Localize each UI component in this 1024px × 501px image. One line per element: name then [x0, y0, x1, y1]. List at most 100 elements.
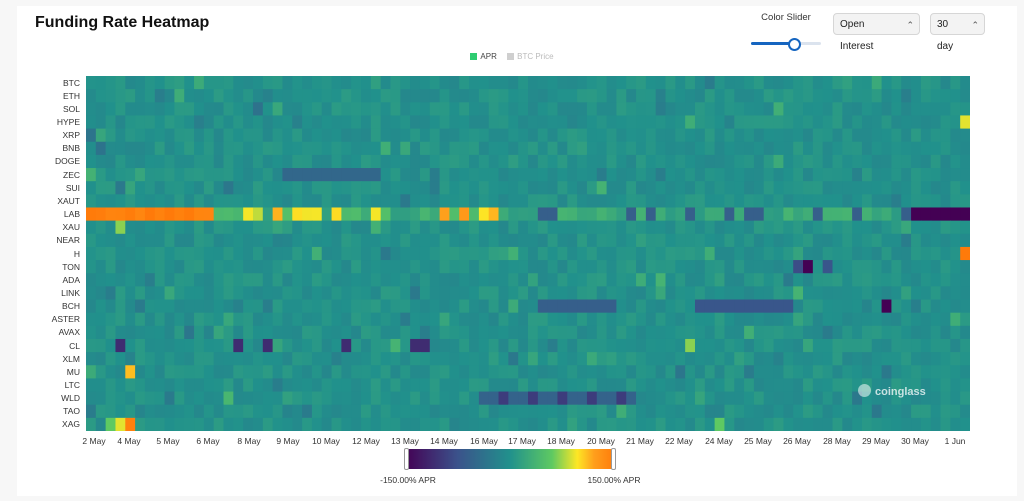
heatmap-cell-xau-71[interactable] — [783, 220, 794, 235]
heatmap-cell-bch-22[interactable] — [302, 299, 313, 314]
heatmap-cell-cl-15[interactable] — [233, 338, 244, 353]
heatmap-cell-bnb-10[interactable] — [184, 141, 195, 156]
heatmap-cell-xaut-22[interactable] — [302, 194, 313, 209]
heatmap-cell-h-34[interactable] — [419, 246, 431, 261]
heatmap-cell-sui-88[interactable] — [950, 181, 961, 195]
heatmap-cell-ton-63[interactable] — [704, 260, 716, 274]
heatmap-cell-ltc-27[interactable] — [351, 378, 362, 393]
heatmap-cell-btc-22[interactable] — [302, 76, 313, 90]
heatmap-cell-bch-80[interactable] — [871, 299, 883, 314]
heatmap-cell-xrp-41[interactable] — [488, 128, 500, 143]
heatmap-cell-zec-74[interactable] — [812, 168, 824, 182]
heatmap-cell-tao-31[interactable] — [390, 404, 401, 419]
heatmap-cell-h-30[interactable] — [380, 246, 392, 261]
heatmap-cell-wld-18[interactable] — [262, 391, 274, 406]
heatmap-cell-cl-28[interactable] — [361, 338, 372, 353]
heatmap-cell-eth-87[interactable] — [940, 89, 951, 103]
heatmap-cell-btc-83[interactable] — [901, 76, 912, 90]
heatmap-cell-aster-57[interactable] — [645, 312, 657, 327]
heatmap-cell-near-87[interactable] — [940, 233, 951, 248]
heatmap-cell-eth-49[interactable] — [567, 89, 578, 103]
heatmap-cell-doge-75[interactable] — [822, 154, 834, 169]
heatmap-cell-tao-66[interactable] — [734, 404, 745, 419]
heatmap-cell-bch-59[interactable] — [665, 299, 676, 314]
heatmap-cell-xag-2[interactable] — [105, 417, 117, 431]
heatmap-cell-doge-62[interactable] — [694, 154, 706, 169]
heatmap-cell-aster-37[interactable] — [449, 312, 460, 327]
heatmap-cell-ton-20[interactable] — [282, 260, 293, 274]
heatmap-cell-xau-12[interactable] — [203, 220, 215, 235]
heatmap-cell-ton-55[interactable] — [626, 260, 637, 274]
heatmap-cell-bnb-85[interactable] — [920, 141, 932, 156]
heatmap-cell-xrp-66[interactable] — [734, 128, 745, 143]
heatmap-cell-sol-47[interactable] — [547, 102, 559, 117]
heatmap-cell-h-32[interactable] — [400, 246, 411, 261]
heatmap-cell-mu-79[interactable] — [861, 365, 873, 380]
heatmap-cell-aster-58[interactable] — [655, 312, 667, 327]
heatmap-cell-aster-11[interactable] — [194, 312, 205, 327]
heatmap-cell-btc-45[interactable] — [528, 76, 539, 90]
heatmap-cell-avax-44[interactable] — [518, 325, 529, 340]
heatmap-cell-ton-88[interactable] — [950, 260, 961, 274]
heatmap-cell-ltc-89[interactable] — [960, 378, 970, 393]
heatmap-cell-cl-31[interactable] — [390, 338, 401, 353]
heatmap-cell-zec-24[interactable] — [321, 168, 333, 182]
heatmap-cell-bch-10[interactable] — [184, 299, 195, 314]
heatmap-cell-mu-13[interactable] — [213, 365, 225, 380]
heatmap-cell-eth-12[interactable] — [203, 89, 215, 103]
heatmap-cell-aster-40[interactable] — [478, 312, 490, 327]
heatmap-cell-btc-1[interactable] — [95, 76, 107, 90]
heatmap-cell-lab-24[interactable] — [321, 207, 333, 222]
heatmap-cell-lab-33[interactable] — [410, 207, 421, 222]
heatmap-cell-link-69[interactable] — [763, 286, 775, 301]
heatmap-cell-btc-65[interactable] — [724, 76, 735, 90]
heatmap-cell-bch-66[interactable] — [734, 299, 745, 314]
heatmap-cell-xrp-83[interactable] — [901, 128, 912, 143]
heatmap-cell-xrp-13[interactable] — [213, 128, 225, 143]
heatmap-cell-link-66[interactable] — [734, 286, 745, 301]
heatmap-cell-ltc-50[interactable] — [577, 378, 588, 393]
heatmap-cell-xag-13[interactable] — [213, 417, 225, 431]
heatmap-cell-aster-64[interactable] — [714, 312, 726, 327]
heatmap-cell-lab-75[interactable] — [822, 207, 834, 222]
heatmap-cell-tao-40[interactable] — [478, 404, 490, 419]
heatmap-cell-bnb-79[interactable] — [861, 141, 873, 156]
heatmap-cell-zec-84[interactable] — [911, 168, 922, 182]
heatmap-cell-xrp-29[interactable] — [370, 128, 382, 143]
heatmap-cell-bnb-29[interactable] — [370, 141, 382, 156]
heatmap-cell-hype-59[interactable] — [665, 115, 676, 130]
heatmap-cell-doge-81[interactable] — [881, 154, 893, 169]
heatmap-cell-link-30[interactable] — [380, 286, 392, 301]
heatmap-cell-sui-1[interactable] — [95, 181, 107, 195]
heatmap-cell-eth-64[interactable] — [714, 89, 726, 103]
heatmap-cell-xau-21[interactable] — [292, 220, 303, 235]
heatmap-cell-xlm-0[interactable] — [86, 352, 97, 366]
heatmap-cell-hype-18[interactable] — [262, 115, 274, 130]
heatmap-cell-xau-65[interactable] — [724, 220, 735, 235]
heatmap-cell-xlm-47[interactable] — [547, 352, 559, 366]
heatmap-cell-mu-23[interactable] — [311, 365, 323, 380]
heatmap-cell-zec-8[interactable] — [164, 168, 175, 182]
heatmap-cell-zec-35[interactable] — [429, 168, 441, 182]
heatmap-cell-ton-52[interactable] — [596, 260, 608, 274]
heatmap-cell-cl-33[interactable] — [410, 338, 421, 353]
heatmap-cell-hype-88[interactable] — [950, 115, 961, 130]
heatmap-cell-btc-26[interactable] — [341, 76, 352, 90]
heatmap-cell-link-20[interactable] — [282, 286, 293, 301]
heatmap-cell-eth-24[interactable] — [321, 89, 333, 103]
heatmap-cell-wld-10[interactable] — [184, 391, 195, 406]
heatmap-cell-xau-35[interactable] — [429, 220, 441, 235]
heatmap-cell-sui-21[interactable] — [292, 181, 303, 195]
heatmap-cell-xag-6[interactable] — [144, 417, 156, 431]
heatmap-cell-h-1[interactable] — [95, 246, 107, 261]
heatmap-cell-doge-84[interactable] — [911, 154, 922, 169]
heatmap-cell-bnb-67[interactable] — [744, 141, 755, 156]
heatmap-cell-bch-87[interactable] — [940, 299, 951, 314]
heatmap-cell-bch-81[interactable] — [881, 299, 893, 314]
heatmap-cell-doge-47[interactable] — [547, 154, 559, 169]
heatmap-cell-hype-70[interactable] — [773, 115, 784, 130]
heatmap-cell-tao-5[interactable] — [135, 404, 146, 419]
heatmap-cell-eth-5[interactable] — [135, 89, 146, 103]
heatmap-cell-xag-45[interactable] — [528, 417, 539, 431]
heatmap-cell-cl-62[interactable] — [694, 338, 706, 353]
